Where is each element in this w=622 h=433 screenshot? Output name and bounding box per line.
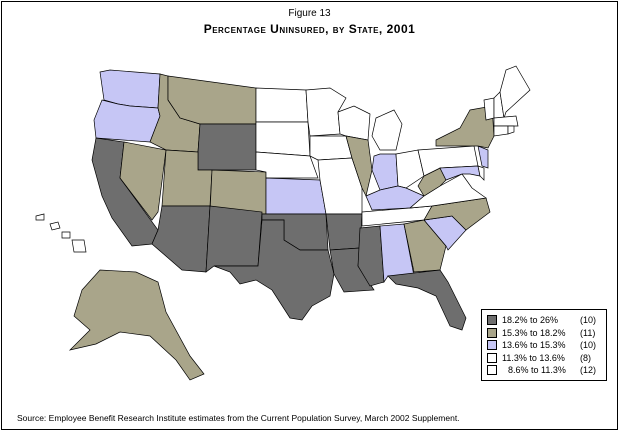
source-note: Source: Employee Benefit Research Instit… — [17, 413, 460, 423]
state-georgia — [403, 219, 447, 273]
state-texas — [213, 219, 335, 321]
state-north-dakota — [255, 87, 309, 123]
legend-range: 18.2% to 26% — [502, 315, 559, 326]
state-wyoming — [197, 123, 257, 171]
state-michigan — [371, 109, 403, 151]
legend-swatch — [487, 340, 497, 351]
state-florida — [387, 269, 467, 331]
state-delaware — [477, 165, 485, 181]
legend-count: (12) — [580, 365, 597, 376]
legend-item: 15.3% to 18.2% (11) — [487, 327, 601, 340]
legend-range: 11.3% to 13.6% — [502, 352, 565, 363]
legend-swatch — [487, 365, 497, 376]
state-montana — [167, 75, 257, 125]
state-wisconsin — [337, 105, 371, 141]
legend-item: 11.3% to 13.6% (8) — [487, 352, 601, 365]
legend-item: 13.6% to 15.3% (10) — [487, 339, 601, 352]
state-kentucky — [365, 185, 425, 211]
map-title: Percentage Uninsured, by State, 2001 — [2, 22, 617, 36]
legend-count: (10) — [580, 315, 597, 326]
legend-count: (8) — [580, 352, 591, 363]
legend-item: 8.6% to 11.3% (12) — [487, 364, 601, 377]
state-hawaii-1 — [35, 213, 45, 221]
state-alaska — [68, 269, 205, 381]
legend-count: (11) — [580, 327, 596, 338]
legend-count: (10) — [580, 340, 597, 351]
map-title-text: Percentage Uninsured, by State, 2001 — [203, 22, 416, 36]
state-arizona — [151, 205, 211, 273]
state-indiana — [371, 153, 399, 191]
state-hawaii-4 — [71, 239, 87, 253]
state-kansas — [265, 177, 327, 215]
state-new-jersey — [477, 145, 489, 169]
state-rhode-island — [507, 125, 515, 135]
legend-range: 15.3% to 18.2% — [502, 327, 566, 338]
legend-swatch — [487, 327, 497, 338]
state-hawaii-2 — [49, 221, 61, 231]
state-vermont — [483, 97, 495, 121]
state-south-dakota — [255, 121, 311, 157]
legend-item: 18.2% to 26% (10) — [487, 314, 601, 327]
legend-swatch — [487, 352, 497, 363]
state-mississippi — [357, 225, 385, 287]
state-ohio — [395, 149, 425, 189]
state-massachusetts — [493, 115, 519, 127]
state-nevada — [119, 141, 167, 221]
state-connecticut — [493, 125, 509, 137]
figure-label: Figure 13 — [288, 8, 331, 19]
legend-range: 13.6% to 15.3% — [502, 340, 566, 351]
state-maine — [499, 65, 531, 119]
legend: 18.2% to 26% (10) 15.3% to 18.2% (11) 13… — [481, 309, 607, 381]
state-new-mexico — [205, 205, 263, 273]
legend-range: 8.6% to 11.3% — [508, 365, 566, 376]
state-arkansas — [325, 213, 363, 251]
state-hawaii-3 — [61, 231, 71, 239]
state-iowa — [309, 135, 353, 161]
legend-swatch — [487, 315, 497, 326]
